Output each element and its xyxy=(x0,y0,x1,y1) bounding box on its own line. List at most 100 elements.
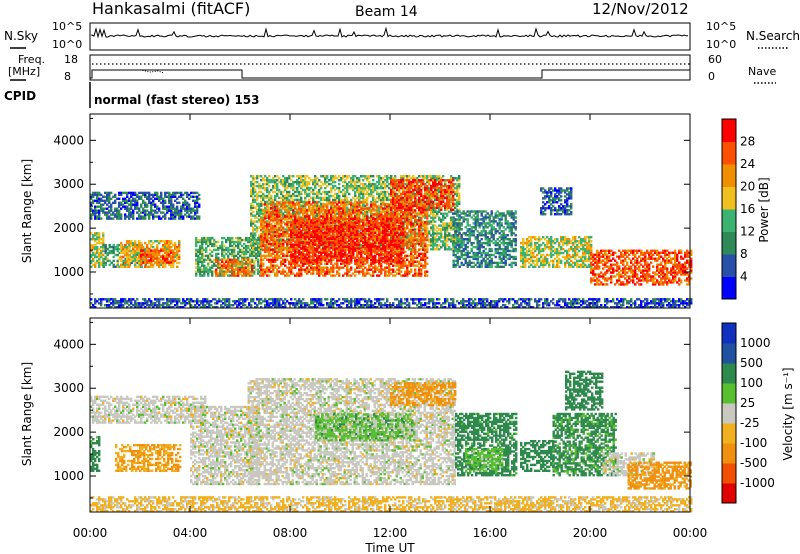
heatmap-cell xyxy=(450,224,453,227)
heatmap-cell xyxy=(438,190,441,194)
heatmap-cell xyxy=(168,245,171,249)
heatmap-cell xyxy=(199,268,202,271)
heatmap-cell xyxy=(408,216,411,219)
heatmap-cell xyxy=(262,186,265,190)
heatmap-cell xyxy=(256,208,259,211)
heatmap-cell xyxy=(186,211,189,214)
heatmap-cell xyxy=(358,186,361,190)
heatmap-cell xyxy=(330,194,333,198)
heatmap-cell xyxy=(132,209,135,212)
heatmap-cell xyxy=(368,175,371,178)
heatmap-cell xyxy=(314,216,317,219)
heatmap-cell xyxy=(382,194,385,198)
heatmap-cell xyxy=(114,193,117,197)
heatmap-cell xyxy=(330,244,333,247)
heatmap-cell xyxy=(221,250,224,254)
heatmap-cell xyxy=(348,216,351,219)
heatmap-cell xyxy=(249,250,252,254)
heatmap-cell xyxy=(446,234,449,237)
heatmap-cell xyxy=(312,244,315,247)
heatmap-cell xyxy=(262,230,265,233)
heatmap-cell xyxy=(235,258,238,261)
heatmap-cell xyxy=(150,213,153,216)
heatmap-cell xyxy=(264,194,267,198)
heatmap-cell xyxy=(370,212,373,215)
heatmap-cell xyxy=(196,195,199,198)
heatmap-cell xyxy=(252,236,255,239)
heatmap-cell xyxy=(257,252,260,256)
heatmap-cell xyxy=(428,204,431,207)
heatmap-cell xyxy=(223,262,226,265)
heatmap-cell xyxy=(136,203,139,206)
heatmap-cell xyxy=(142,207,145,210)
heatmap-cell xyxy=(380,228,383,231)
heatmap-cell xyxy=(316,202,319,206)
heatmap-cell xyxy=(233,272,236,275)
heatmap-cell xyxy=(326,190,329,194)
heatmap-cell xyxy=(94,211,97,214)
heatmap-cell xyxy=(225,258,228,261)
heatmap-cell xyxy=(322,244,325,247)
heatmap-cell xyxy=(440,212,443,215)
heatmap-cell xyxy=(310,244,313,247)
heatmap-cell xyxy=(176,211,179,214)
heatmap-cell xyxy=(164,213,167,216)
heatmap-cell xyxy=(172,261,175,264)
heatmap-cell xyxy=(256,180,259,184)
heatmap-cell xyxy=(247,268,250,271)
heatmap-cell xyxy=(128,240,131,243)
heatmap-cell xyxy=(272,230,275,233)
heatmap-cell xyxy=(136,201,139,204)
heatmap-cell xyxy=(126,241,129,245)
heatmap-cell xyxy=(282,198,285,202)
heatmap-cell xyxy=(280,213,283,216)
heatmap-cell xyxy=(444,216,447,219)
heatmap-cell xyxy=(192,209,195,212)
heatmap-cell xyxy=(162,245,165,249)
heatmap-cell xyxy=(211,236,214,240)
heatmap-cell xyxy=(304,180,307,184)
heatmap-cell xyxy=(247,244,250,248)
heatmap-cell xyxy=(354,182,357,186)
heatmap-cell xyxy=(378,182,381,186)
heatmap-cell xyxy=(362,218,365,221)
heatmap-cell xyxy=(215,264,218,267)
heatmap-cell xyxy=(160,217,163,220)
heatmap-cell xyxy=(124,261,127,265)
heatmap-cell xyxy=(438,228,441,231)
heatmap-cell xyxy=(241,248,244,252)
heatmap-cell xyxy=(156,195,159,198)
heatmap-cell xyxy=(239,250,242,254)
heatmap-cell xyxy=(168,253,171,256)
heatmap-cell xyxy=(428,240,431,243)
heatmap-cell xyxy=(144,201,147,204)
heatmap-cell xyxy=(346,190,349,194)
heatmap-cell xyxy=(252,200,255,204)
heatmap-cell xyxy=(302,204,305,207)
heatmap-cell xyxy=(188,209,191,212)
heatmap-cell xyxy=(112,259,115,263)
heatmap-cell xyxy=(436,210,439,213)
heatmap-cell xyxy=(217,240,220,244)
heatmap-cell xyxy=(239,236,242,240)
heatmap-cell xyxy=(416,232,419,235)
heatmap-cell xyxy=(195,266,198,269)
heatmap-cell xyxy=(338,182,341,186)
heatmap-cell xyxy=(253,270,256,273)
heatmap-cell xyxy=(368,192,371,196)
heatmap-cell xyxy=(164,249,167,252)
heatmap-cell xyxy=(118,209,121,212)
heatmap-cell xyxy=(120,259,123,263)
heatmap-cell xyxy=(104,263,107,267)
heatmap-cell xyxy=(434,198,437,202)
heatmap-cell xyxy=(450,206,453,209)
heatmap-cell xyxy=(130,215,133,218)
heatmap-cell xyxy=(326,177,329,180)
heatmap-cell xyxy=(316,190,319,194)
heatmap-cell xyxy=(126,199,129,202)
heatmap-cell xyxy=(162,211,165,214)
heatmap-cell xyxy=(340,218,343,221)
heatmap-cell xyxy=(276,194,279,198)
heatmap-cell xyxy=(286,177,289,180)
heatmap-cell xyxy=(154,203,157,206)
